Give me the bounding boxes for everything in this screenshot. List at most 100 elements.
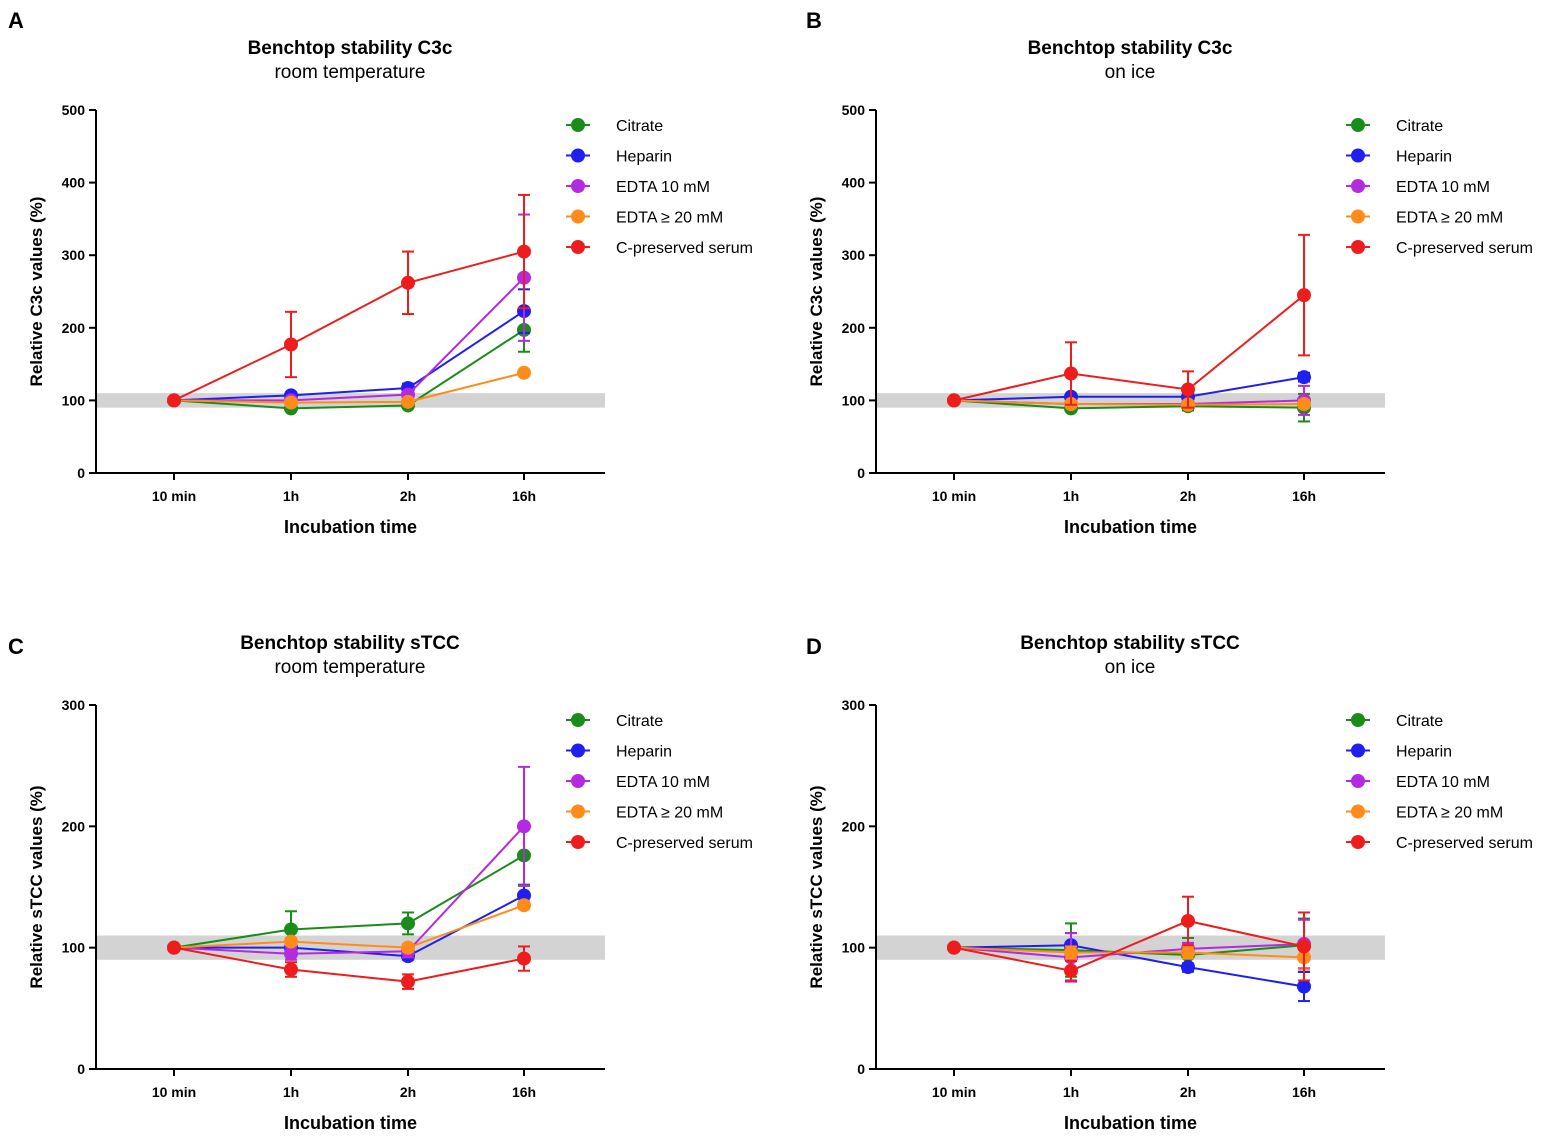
x-tick-label: 10 min bbox=[152, 488, 196, 504]
chart-panel-c: C Benchtop stability sTCC room temperature… bbox=[8, 633, 753, 1133]
x-tick-label: 2h bbox=[1180, 488, 1196, 504]
data-point bbox=[1297, 397, 1311, 412]
legend-marker bbox=[1351, 209, 1365, 224]
x-tick-label: 10 min bbox=[932, 488, 976, 504]
data-point bbox=[284, 337, 298, 352]
y-tick-label: 200 bbox=[62, 320, 86, 336]
data-point bbox=[1064, 945, 1078, 960]
y-tick-label: 0 bbox=[77, 465, 85, 481]
x-tick-label: 16h bbox=[1292, 1084, 1316, 1100]
series-line bbox=[173, 825, 525, 955]
legend-label: Citrate bbox=[1396, 118, 1443, 135]
series-line bbox=[953, 399, 1305, 406]
x-tick-label: 1h bbox=[283, 1084, 299, 1100]
panel-letter: A bbox=[8, 8, 24, 33]
data-point bbox=[1297, 288, 1311, 303]
chart-title: Benchtop stability C3c bbox=[1028, 38, 1233, 59]
x-tick-label: 10 min bbox=[932, 1084, 976, 1100]
legend-label: EDTA 10 mM bbox=[1396, 774, 1490, 791]
legend-label: Citrate bbox=[1396, 713, 1443, 730]
data-point bbox=[947, 940, 961, 955]
chart-subtitle: room temperature bbox=[274, 657, 425, 678]
panel-letter: C bbox=[8, 634, 24, 659]
data-point bbox=[1181, 382, 1195, 397]
chart-subtitle: on ice bbox=[1105, 62, 1156, 83]
y-tick-label: 400 bbox=[842, 175, 866, 191]
y-axis-label: Relative sTCC values (%) bbox=[27, 785, 46, 988]
legend-marker bbox=[1351, 743, 1365, 758]
legend-marker bbox=[1351, 804, 1365, 819]
series-heparin bbox=[167, 288, 531, 408]
data-point bbox=[1297, 979, 1311, 994]
series-line bbox=[173, 946, 525, 983]
series-line bbox=[953, 919, 1305, 972]
series-line bbox=[173, 329, 525, 410]
legend-label: EDTA ≥ 20 mM bbox=[1396, 210, 1503, 227]
legend-label: EDTA 10 mM bbox=[616, 774, 710, 791]
x-axis-label: Incubation time bbox=[1064, 517, 1197, 537]
chart-title: Benchtop stability sTCC bbox=[240, 633, 460, 654]
panel-letter: B bbox=[806, 8, 822, 33]
x-tick-label: 1h bbox=[283, 488, 299, 504]
y-axis-label: Relative sTCC values (%) bbox=[807, 785, 826, 988]
y-tick-label: 400 bbox=[62, 175, 86, 191]
series-c-preserved-serum bbox=[947, 233, 1311, 409]
legend-marker bbox=[571, 179, 585, 193]
y-tick-label: 0 bbox=[857, 465, 865, 481]
legend-label: C-preserved serum bbox=[616, 835, 753, 852]
y-tick-label: 300 bbox=[842, 697, 866, 713]
legend-label: EDTA 10 mM bbox=[1396, 179, 1490, 196]
legend-label: Heparin bbox=[616, 149, 672, 166]
legend-label: EDTA ≥ 20 mM bbox=[616, 210, 723, 227]
x-tick-label: 10 min bbox=[152, 1084, 196, 1100]
legend-label: EDTA ≥ 20 mM bbox=[616, 805, 723, 822]
series-line bbox=[173, 904, 525, 949]
chart-title: Benchtop stability sTCC bbox=[1020, 633, 1240, 654]
legend-marker bbox=[1351, 835, 1365, 849]
series-c-preserved-serum bbox=[947, 895, 1311, 982]
legend-label: Heparin bbox=[1396, 744, 1452, 761]
x-tick-label: 2h bbox=[400, 1084, 416, 1100]
data-point bbox=[517, 365, 531, 380]
data-point bbox=[167, 940, 181, 955]
data-point bbox=[401, 974, 415, 989]
data-point bbox=[401, 916, 415, 931]
data-point bbox=[517, 888, 531, 903]
series-line bbox=[953, 399, 1305, 410]
data-point bbox=[167, 393, 181, 408]
data-point bbox=[1181, 913, 1195, 928]
series-citrate bbox=[167, 825, 531, 955]
series-edta-10-mm bbox=[167, 765, 531, 961]
legend-label: Heparin bbox=[616, 744, 672, 761]
data-point bbox=[284, 922, 298, 937]
y-tick-label: 100 bbox=[62, 940, 86, 956]
data-point bbox=[1181, 960, 1195, 975]
data-point bbox=[1064, 963, 1078, 978]
series-line bbox=[953, 376, 1305, 402]
series-line bbox=[173, 310, 525, 402]
chart-title: Benchtop stability C3c bbox=[248, 38, 453, 59]
legend-label: C-preserved serum bbox=[616, 240, 753, 257]
data-point bbox=[284, 934, 298, 949]
x-axis-label: Incubation time bbox=[1064, 1113, 1197, 1133]
x-tick-label: 16h bbox=[512, 488, 536, 504]
x-tick-label: 2h bbox=[400, 488, 416, 504]
y-tick-label: 100 bbox=[62, 392, 86, 408]
y-tick-label: 100 bbox=[842, 940, 866, 956]
data-point bbox=[1064, 366, 1078, 381]
series-line bbox=[173, 250, 525, 402]
legend-marker bbox=[571, 804, 585, 819]
x-tick-label: 1h bbox=[1063, 1084, 1079, 1100]
y-tick-label: 0 bbox=[77, 1061, 85, 1077]
legend-marker bbox=[571, 209, 585, 224]
series-line bbox=[953, 294, 1305, 402]
series-c-preserved-serum bbox=[167, 193, 531, 408]
legend-label: C-preserved serum bbox=[1396, 240, 1533, 257]
x-axis-label: Incubation time bbox=[284, 1113, 417, 1133]
legend-label: EDTA ≥ 20 mM bbox=[1396, 805, 1503, 822]
chart-panel-a: A Benchtop stability C3c room temperature 0… bbox=[8, 8, 753, 537]
legend-marker bbox=[571, 148, 585, 163]
data-point bbox=[1297, 370, 1311, 385]
chart-subtitle: on ice bbox=[1105, 657, 1156, 678]
